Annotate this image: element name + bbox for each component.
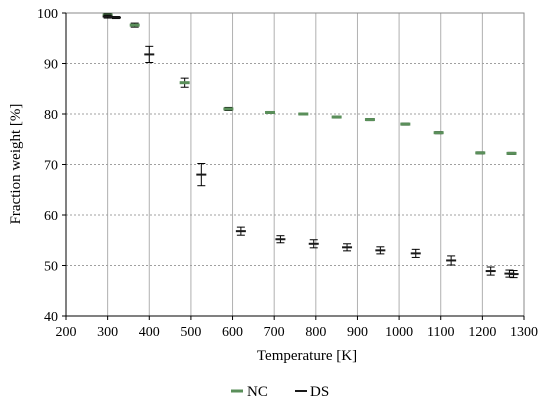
axes xyxy=(62,12,525,320)
data-point-nc xyxy=(179,77,190,88)
x-tick-label: 200 xyxy=(56,325,77,340)
data-point-nc xyxy=(475,151,486,155)
data-point-nc xyxy=(433,131,444,135)
data-point-ds xyxy=(342,243,353,252)
x-tick-label: 300 xyxy=(97,325,118,340)
x-tick-label: 400 xyxy=(139,325,160,340)
data-point-ds xyxy=(196,162,207,187)
y-tick-label: 80 xyxy=(44,108,58,123)
y-tick-label: 70 xyxy=(44,159,58,174)
data-point-nc xyxy=(364,118,375,122)
data-point-ds xyxy=(144,45,155,63)
x-tick-label: 500 xyxy=(180,325,201,340)
data-series xyxy=(102,13,519,279)
x-tick-label: 600 xyxy=(222,325,243,340)
y-tick-label: 40 xyxy=(44,310,58,325)
data-point-nc xyxy=(265,110,276,114)
legend-label-ds: DS xyxy=(310,384,329,400)
y-tick-label: 60 xyxy=(44,209,58,224)
x-axis-title: Temperature [K] xyxy=(257,348,357,364)
grid xyxy=(66,13,524,316)
legend-label-nc: NC xyxy=(247,384,268,400)
tick-labels: 200 300 400 500 600 700 800 900 1000 1100 1200 1300… xyxy=(37,7,538,340)
x-tick-label: 1100 xyxy=(427,325,454,340)
x-tick-label: 1200 xyxy=(468,325,496,340)
data-point-ds xyxy=(508,270,519,279)
data-point-ds xyxy=(485,266,496,276)
y-tick-label: 90 xyxy=(44,58,58,73)
y-tick-label: 100 xyxy=(37,7,58,22)
data-point-nc xyxy=(223,106,234,111)
x-tick-label: 800 xyxy=(305,325,326,340)
data-point-ds xyxy=(375,246,386,255)
series-nc xyxy=(102,13,517,155)
y-tick-label: 50 xyxy=(44,260,58,275)
data-point-nc xyxy=(298,112,309,116)
data-point-ds xyxy=(275,235,286,244)
data-point-ds xyxy=(102,14,113,19)
x-tick-label: 1000 xyxy=(385,325,413,340)
data-point-nc xyxy=(331,115,342,119)
legend: NC DS xyxy=(231,384,329,400)
data-point-ds xyxy=(110,16,121,20)
data-point-nc xyxy=(400,122,411,126)
data-point-ds xyxy=(446,255,457,266)
y-axis-title: Fraction weight [%] xyxy=(8,104,24,225)
data-point-ds xyxy=(410,248,421,258)
data-point-ds xyxy=(235,226,246,236)
series-ds xyxy=(102,14,519,279)
x-tick-label: 700 xyxy=(264,325,285,340)
data-point-nc xyxy=(506,151,517,155)
x-tick-label: 900 xyxy=(347,325,368,340)
data-point-nc xyxy=(129,22,140,28)
x-tick-label: 1300 xyxy=(510,325,538,340)
data-point-ds xyxy=(308,239,319,249)
